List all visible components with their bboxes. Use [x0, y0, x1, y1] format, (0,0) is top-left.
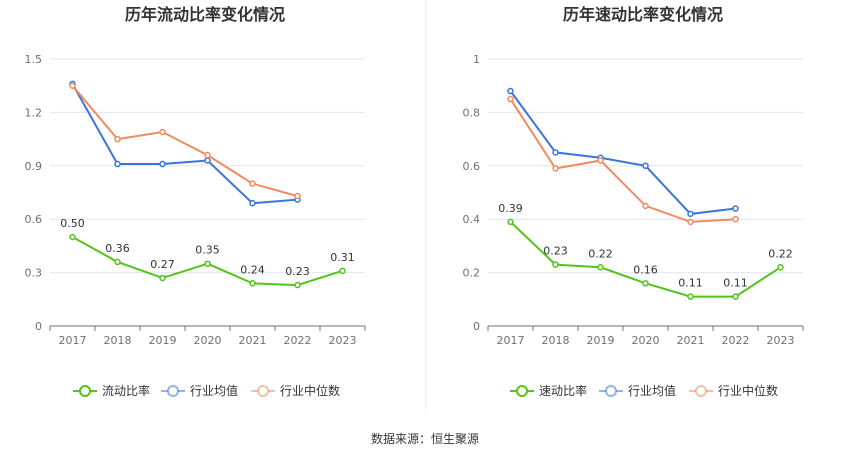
data-point-0-1-4	[249, 199, 256, 207]
x-tick-label-0-6: 2023	[329, 334, 357, 347]
legend-label-0-1: 行业均值	[190, 383, 238, 398]
legend-label-1-0: 速动比率	[539, 383, 587, 398]
data-point-0-0-5	[294, 281, 301, 289]
chart-title-0: 历年流动比率变化情况	[125, 5, 285, 24]
data-point-0-2-1	[114, 135, 121, 143]
data-point-0-1-1	[114, 160, 121, 168]
x-tick-label-1-0: 2017	[497, 334, 525, 347]
legend-label-1-1: 行业均值	[628, 383, 676, 398]
x-tick-label-1-5: 2022	[722, 334, 750, 347]
data-label-0-0-4: 0.24	[240, 263, 265, 276]
data-point-1-1-3	[642, 162, 649, 170]
data-label-0-0-0: 0.50	[60, 217, 85, 230]
data-point-0-0-6	[339, 267, 346, 275]
data-label-1-0-2: 0.22	[588, 247, 613, 260]
x-tick-label-0-4: 2021	[239, 334, 267, 347]
data-point-0-1-2	[159, 160, 166, 168]
y-tick-label-1-5: 1	[473, 53, 480, 66]
y-tick-label-0-0: 0	[35, 320, 42, 333]
data-point-1-2-4	[687, 218, 694, 226]
data-label-1-0-4: 0.11	[678, 277, 703, 290]
legend-label-1-2: 行业中位数	[718, 383, 778, 398]
data-label-1-0-3: 0.16	[633, 263, 658, 276]
y-tick-label-1-4: 0.8	[463, 106, 481, 119]
data-label-0-0-1: 0.36	[105, 242, 130, 255]
data-point-0-0-0	[69, 233, 76, 241]
legend-label-0-0: 流动比率	[102, 383, 150, 398]
y-tick-label-1-2: 0.4	[463, 213, 481, 226]
data-point-1-0-0	[507, 218, 514, 226]
data-label-1-0-1: 0.23	[543, 245, 568, 258]
data-point-1-1-1	[552, 149, 559, 156]
legend-marker-0-1	[167, 385, 179, 397]
y-tick-label-0-1: 0.3	[25, 267, 43, 280]
data-label-1-0-0: 0.39	[498, 202, 523, 215]
data-point-0-0-2	[159, 274, 166, 282]
data-point-1-2-5	[732, 215, 739, 223]
legend-marker-0-2	[257, 385, 269, 397]
y-tick-label-0-2: 0.6	[25, 213, 43, 226]
data-point-1-2-1	[552, 165, 559, 172]
data-point-0-0-4	[249, 280, 256, 287]
data-point-0-0-1	[114, 258, 121, 266]
y-tick-label-1-3: 0.6	[463, 160, 481, 173]
series-line-1-2	[509, 98, 736, 223]
x-tick-label-1-2: 2019	[587, 334, 615, 347]
x-tick-label-0-2: 2019	[149, 334, 177, 347]
data-point-1-2-0	[507, 95, 514, 103]
series-line-0-1	[71, 83, 298, 205]
data-label-0-0-2: 0.27	[150, 258, 175, 271]
x-tick-label-1-3: 2020	[632, 334, 660, 347]
y-tick-label-0-5: 1.5	[25, 53, 43, 66]
x-tick-label-1-1: 2018	[542, 334, 570, 347]
legend-marker-0-0	[79, 385, 91, 397]
data-point-1-2-2	[597, 157, 604, 164]
data-point-0-0-3	[204, 260, 211, 267]
data-source-note: 数据来源：恒生聚源	[371, 431, 479, 446]
data-label-1-0-6: 0.22	[768, 247, 793, 260]
y-tick-label-0-4: 1.2	[25, 106, 43, 119]
legend-label-0-2: 行业中位数	[280, 383, 340, 398]
data-point-0-2-4	[249, 180, 256, 187]
data-point-1-1-0	[507, 87, 514, 95]
x-tick-label-0-5: 2022	[284, 334, 312, 347]
data-label-0-0-3: 0.35	[195, 244, 220, 257]
data-point-1-0-4	[687, 293, 694, 300]
series-line-0-2	[71, 85, 298, 198]
y-tick-label-1-1: 0.2	[463, 267, 481, 280]
data-point-1-0-6	[777, 264, 784, 271]
x-tick-label-0-0: 2017	[59, 334, 87, 347]
data-point-0-2-5	[294, 192, 301, 200]
data-point-1-1-4	[687, 210, 694, 218]
x-tick-label-0-3: 2020	[194, 334, 222, 347]
data-label-1-0-5: 0.11	[723, 277, 748, 290]
data-point-1-1-5	[732, 205, 739, 212]
data-point-0-2-2	[159, 128, 166, 136]
x-tick-label-1-6: 2023	[767, 334, 795, 347]
legend-marker-1-0	[516, 385, 528, 397]
y-tick-label-1-0: 0	[473, 320, 480, 333]
data-point-1-0-2	[597, 264, 604, 271]
data-point-1-0-5	[732, 293, 739, 300]
chart-title-1: 历年速动比率变化情况	[563, 5, 723, 24]
data-point-1-2-3	[642, 202, 649, 210]
data-label-0-0-6: 0.31	[330, 251, 355, 264]
data-point-0-2-3	[204, 151, 211, 159]
series-line-1-1	[509, 90, 736, 215]
x-tick-label-0-1: 2018	[104, 334, 132, 347]
data-label-0-0-5: 0.23	[285, 265, 310, 278]
legend-marker-1-2	[695, 385, 707, 397]
legend-marker-1-1	[605, 385, 617, 397]
data-point-0-1-3	[204, 157, 211, 164]
data-point-1-0-1	[552, 261, 559, 268]
y-tick-label-0-3: 0.9	[25, 160, 43, 173]
data-point-1-0-3	[642, 280, 649, 287]
x-tick-label-1-4: 2021	[677, 334, 705, 347]
data-point-0-2-0	[69, 82, 76, 89]
